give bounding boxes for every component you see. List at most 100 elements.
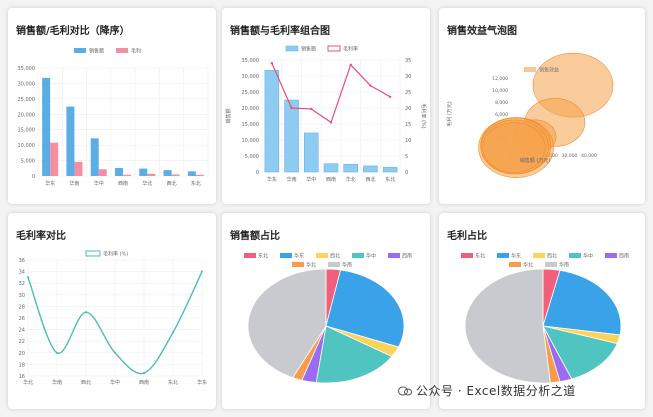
y-tick-label: 5,000	[21, 159, 35, 165]
y-tick-label: 18	[19, 362, 25, 368]
bar	[284, 99, 299, 173]
line-point	[26, 276, 30, 279]
y-tick-label: 15,000	[18, 128, 36, 134]
y-tick-label: 10,000	[18, 143, 36, 149]
line-point	[55, 351, 59, 354]
y-tick-label: 16	[19, 374, 25, 380]
bar	[42, 77, 51, 176]
pie-slice	[315, 325, 393, 384]
chart-title: 销售效益气泡图	[447, 26, 517, 37]
bar	[187, 171, 196, 176]
pie-slice	[247, 268, 327, 379]
bar	[264, 69, 280, 173]
chart-title: 销售额占比	[230, 231, 280, 242]
pie-slice	[464, 268, 551, 384]
line-point	[171, 331, 175, 334]
y-tick-label: 35,000	[18, 66, 36, 72]
y2-axis-label: 毛利率 (%)	[420, 103, 427, 128]
y-tick-label: 0	[256, 170, 259, 176]
y2-tick-label: 35	[405, 58, 411, 64]
card-sales-profit: 销售额/毛利对比（降序） 0 5,000 10,000 15,000 20,000 25,…	[8, 8, 216, 204]
y-tick-label: 8,000	[495, 100, 508, 106]
legend-swatch	[533, 253, 545, 258]
legend-swatch	[524, 67, 536, 72]
line-point	[142, 372, 146, 375]
x-tick-label: 西南	[139, 379, 149, 386]
y-tick-label: 26	[19, 316, 25, 322]
legend-label: 西南	[619, 253, 629, 260]
legend-label: 销售额	[89, 48, 104, 55]
y-tick-label: 20	[19, 351, 25, 357]
legend-label: 西南	[402, 253, 412, 260]
x-tick-label: 华中	[94, 180, 104, 187]
legend-label: 华中	[366, 253, 376, 260]
bar	[90, 138, 99, 176]
x-tick-label: 华中	[306, 176, 316, 183]
line-point	[270, 62, 274, 65]
legend-swatch	[569, 253, 581, 258]
line-point	[349, 63, 352, 66]
y-tick-label: 15,000	[242, 122, 260, 128]
legend-swatch	[545, 262, 557, 267]
y-tick-label: 20,000	[242, 106, 260, 112]
y2-tick-label: 20	[405, 106, 411, 112]
y-tick-label: 28	[19, 304, 25, 310]
x-tick-label: 华南	[52, 379, 62, 386]
bar	[323, 163, 339, 173]
x-tick-label: 西北	[167, 180, 177, 187]
legend-swatch	[244, 253, 256, 258]
y-tick-label: 25,000	[18, 97, 36, 103]
legend-label: 华南	[559, 262, 569, 269]
line-point	[84, 311, 88, 314]
bar	[382, 166, 398, 173]
bar	[50, 142, 59, 176]
legend-swatch	[280, 253, 292, 258]
y-tick-label: 32	[19, 281, 25, 287]
bar	[171, 174, 180, 176]
legend-swatch	[328, 262, 340, 267]
card-bubble: 销售效益气泡图 02,0004,0006,0008,00010,00012,00…	[439, 8, 645, 204]
legend-swatch	[285, 45, 299, 52]
chart-title: 毛利率对比	[16, 231, 66, 242]
x-axis-label: 销售额 (万元)	[520, 157, 551, 164]
legend-label: 华南	[342, 262, 352, 269]
legend-label: 华北	[523, 262, 533, 269]
pie-slice	[325, 269, 405, 348]
legend-swatch	[74, 48, 86, 53]
x-tick-label: 华北	[23, 379, 33, 386]
legend-swatch	[85, 250, 101, 257]
legend-label: 毛利率	[343, 46, 358, 53]
bar	[304, 132, 319, 173]
x-tick-label: 华东	[45, 180, 55, 187]
legend-swatch	[509, 262, 521, 267]
x-tick-label: 华东	[267, 176, 277, 183]
y-tick-label: 5,000	[245, 154, 259, 160]
bar	[195, 174, 204, 176]
legend-swatch	[316, 253, 328, 258]
pie-slice	[542, 269, 622, 336]
y-tick-label: 35,000	[242, 58, 260, 64]
y2-tick-label: 30	[405, 74, 411, 80]
x-tick-label: 东北	[191, 180, 201, 187]
y-tick-label: 10,000	[492, 88, 508, 94]
y-tick-label: 25,000	[242, 90, 260, 96]
x-tick-label: 华北	[142, 180, 152, 187]
x-tick-label: 华中	[110, 379, 120, 386]
bar	[123, 174, 131, 176]
y2-tick-label: 5	[405, 154, 408, 160]
legend-swatch	[605, 253, 617, 258]
bar	[343, 164, 358, 173]
card-margin: 毛利率对比 16 18 20 22 24 26 28 30 32 34 36 华北 华南 西北 华中 西南 东北…	[8, 213, 216, 409]
legend-label: 华北	[306, 262, 316, 269]
legend-label: 毛利率 (%)	[103, 251, 128, 258]
y2-tick-label: 15	[405, 122, 411, 128]
chart-title: 销售额与毛利率组合图	[230, 26, 330, 37]
legend-label: 西北	[547, 253, 557, 260]
legend-label: 销售效益	[539, 67, 559, 74]
line-point	[310, 107, 313, 111]
line-point	[329, 121, 333, 124]
legend-label: 东北	[475, 253, 485, 260]
legend-label: 毛利	[131, 48, 141, 55]
y-axis-label: 毛利 (万元)	[446, 101, 453, 127]
